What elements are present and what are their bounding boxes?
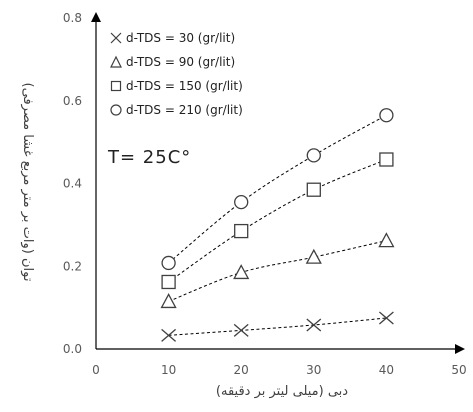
data-point-triangle bbox=[233, 264, 250, 280]
data-point-triangle bbox=[160, 293, 177, 309]
legend-item: d-TDS = 150 (gr/lit) bbox=[110, 79, 243, 93]
y-axis-arrow bbox=[91, 12, 101, 22]
x-tick-label: 30 bbox=[306, 363, 321, 377]
legend-label: d-TDS = 210 (gr/lit) bbox=[126, 103, 243, 117]
y-tick-label: 0.6 bbox=[63, 94, 82, 108]
data-point-circle bbox=[234, 194, 249, 210]
data-point-square bbox=[379, 152, 394, 167]
x-axis-arrow bbox=[455, 344, 465, 354]
data-point-square bbox=[161, 274, 176, 290]
legend-item: d-TDS = 30 (gr/lit) bbox=[110, 31, 235, 45]
data-point-circle bbox=[161, 255, 176, 271]
legend-triangle-icon bbox=[110, 55, 122, 68]
x-tick-label: 10 bbox=[161, 363, 176, 377]
legend-item: d-TDS = 90 (gr/lit) bbox=[110, 55, 235, 69]
series-line-4 bbox=[168, 114, 387, 264]
legend-label: d-TDS = 90 (gr/lit) bbox=[126, 55, 235, 69]
data-point-square bbox=[234, 223, 249, 239]
data-point-cross bbox=[161, 328, 177, 342]
series-line-2 bbox=[168, 240, 387, 302]
data-point-circle bbox=[306, 148, 321, 163]
series-lines bbox=[168, 114, 387, 336]
axes bbox=[91, 12, 465, 354]
legend-circle-icon bbox=[110, 104, 122, 116]
series-line-3 bbox=[168, 159, 387, 283]
x-axis-title: دبی (میلی لیتر بر دقیقه) bbox=[216, 384, 348, 399]
data-point-cross bbox=[378, 311, 394, 325]
legend-square-icon bbox=[110, 80, 122, 92]
series-line-1 bbox=[168, 317, 387, 336]
data-point-circle bbox=[379, 108, 394, 123]
x-tick-label: 20 bbox=[234, 363, 249, 377]
x-tick-label: 0 bbox=[92, 363, 100, 377]
tick-labels: 0 10 20 30 40 50 0.0 0.2 0.4 0.6 0.8 bbox=[63, 11, 467, 377]
data-point-triangle bbox=[378, 232, 395, 248]
data-point-triangle bbox=[305, 248, 322, 264]
temperature-annotation: T= 25C° bbox=[107, 147, 191, 168]
data-point-cross bbox=[233, 323, 249, 337]
y-tick-label: 0.0 bbox=[63, 342, 82, 356]
y-tick-label: 0.2 bbox=[63, 259, 82, 273]
x-tick-label: 40 bbox=[379, 363, 394, 377]
y-tick-label: 0.8 bbox=[63, 11, 82, 25]
data-markers bbox=[160, 108, 395, 342]
legend: d-TDS = 30 (gr/lit) d-TDS = 90 (gr/lit) d-… bbox=[110, 31, 243, 117]
y-tick-label: 0.4 bbox=[63, 177, 82, 191]
y-axis-title: توان (وات بر متر مربع غشا مصرفی) bbox=[20, 83, 35, 282]
legend-item: d-TDS = 210 (gr/lit) bbox=[110, 103, 243, 117]
data-point-cross bbox=[306, 318, 322, 332]
data-point-square bbox=[306, 182, 321, 197]
x-tick-label: 50 bbox=[451, 363, 466, 377]
legend-label: d-TDS = 150 (gr/lit) bbox=[126, 79, 243, 93]
legend-label: d-TDS = 30 (gr/lit) bbox=[126, 31, 235, 45]
